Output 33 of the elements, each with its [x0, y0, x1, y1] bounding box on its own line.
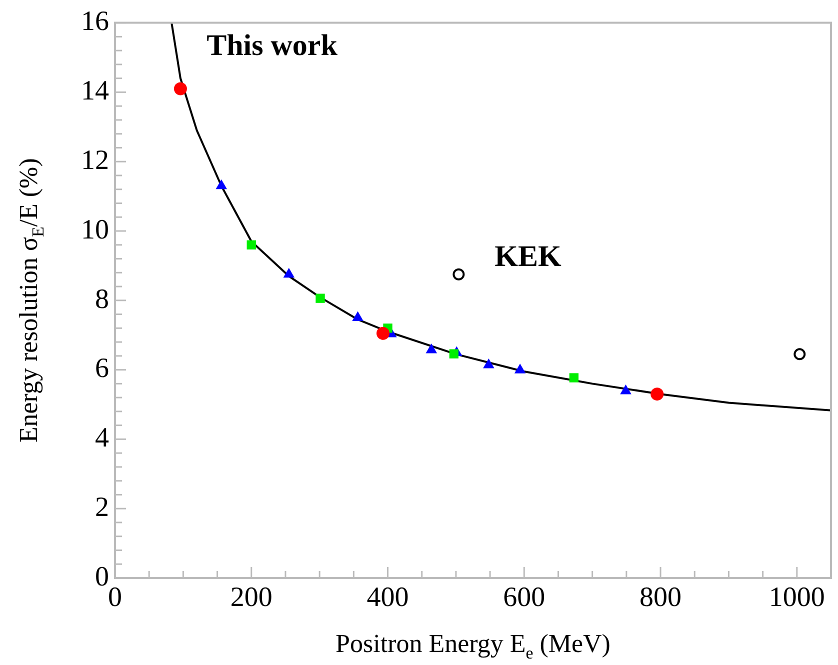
annotation: KEK	[494, 240, 562, 273]
y-tick-label: 8	[95, 284, 109, 315]
point	[174, 82, 187, 96]
point	[620, 384, 632, 394]
x-tick-label: 400	[366, 582, 409, 614]
point	[569, 373, 579, 382]
y-tick-label: 16	[81, 6, 109, 38]
y-tick-label: 6	[95, 353, 109, 384]
point	[283, 268, 295, 278]
point	[514, 364, 526, 374]
x-tick-label: 600	[503, 582, 546, 614]
x-tick-label: 200	[230, 582, 272, 614]
point	[216, 179, 228, 190]
point	[376, 326, 390, 340]
x-tick-label: 1000	[768, 582, 825, 614]
annotation: This work	[206, 28, 338, 62]
y-tick-label: 0	[95, 561, 109, 592]
point	[452, 268, 465, 280]
point	[426, 344, 438, 354]
point	[352, 311, 364, 321]
point	[316, 294, 325, 303]
y-tick-label: 4	[95, 422, 109, 454]
y-tick-label: 14	[81, 76, 109, 107]
x-tick-label: 800	[640, 582, 682, 614]
point	[794, 348, 806, 360]
y-tick-label: 10	[81, 214, 109, 246]
point	[246, 240, 256, 250]
y-axis-title: Energy resolution σE/E (%)	[14, 158, 48, 443]
y-tick-label: 12	[81, 144, 109, 176]
point	[650, 388, 664, 401]
y-tick-label: 2	[95, 492, 109, 523]
point	[483, 358, 494, 368]
point	[449, 349, 459, 358]
